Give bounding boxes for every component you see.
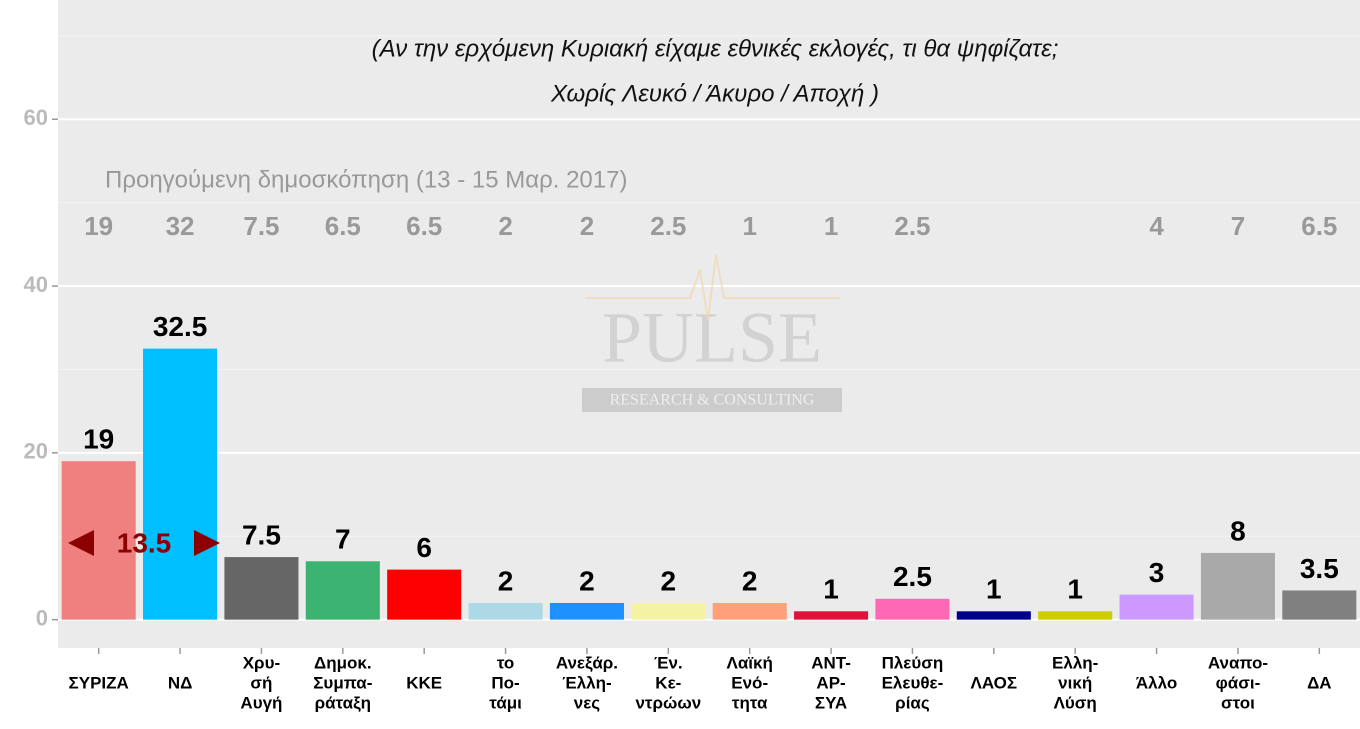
x-tick-label: το — [497, 653, 515, 672]
x-tick-label: Ανεξάρ. — [556, 653, 618, 672]
value-label: 2 — [742, 565, 758, 596]
value-label: 7 — [335, 524, 351, 555]
bar — [1282, 590, 1357, 620]
x-tick-label: ΣΥΡΙΖΑ — [69, 673, 129, 692]
value-label: 2.5 — [893, 561, 932, 592]
bar — [1119, 594, 1194, 620]
arrow-right — [194, 530, 220, 556]
previous-value: 7.5 — [243, 211, 279, 241]
x-tick-label: ΝΔ — [168, 673, 193, 692]
watermark-sub: RESEARCH & CONSULTING — [610, 392, 815, 409]
previous-value: 6.5 — [325, 211, 361, 241]
previous-value: 6.5 — [406, 211, 442, 241]
previous-value: 2 — [580, 211, 594, 241]
previous-value: 2.5 — [894, 211, 930, 241]
bar — [631, 602, 706, 620]
x-tick-label: Κε- — [655, 673, 681, 692]
bar — [224, 557, 299, 620]
bar — [875, 598, 950, 620]
x-tick-label: Έν. — [654, 653, 683, 672]
x-tick-label: ράταξη — [315, 693, 372, 712]
x-tick-label: σή — [250, 673, 272, 692]
x-tick-label: Αναπο- — [1208, 653, 1268, 672]
y-tick-label: 40 — [24, 272, 48, 297]
value-label: 3 — [1149, 557, 1165, 588]
x-tick-label: Χρυ- — [243, 653, 280, 672]
bar — [468, 602, 543, 620]
x-tick-label: ΣΥΑ — [815, 693, 847, 712]
bar — [1038, 611, 1113, 620]
value-label: 1 — [823, 574, 839, 605]
x-tick-label: ΚΚΕ — [406, 673, 442, 692]
x-tick-label: ΑΡ- — [816, 673, 845, 692]
x-tick-label: Έλλη- — [562, 673, 611, 692]
watermark-pulse — [585, 254, 840, 321]
x-tick-label: νες — [574, 693, 601, 712]
previous-value: 2 — [498, 211, 512, 241]
previous-value: 19 — [84, 211, 113, 241]
previous-label: Προηγούμενη δημοσκόπηση (13 - 15 Μαρ. 20… — [105, 166, 627, 193]
x-tick-label: Δημοκ. — [314, 653, 372, 672]
x-tick-label: Αυγή — [240, 693, 282, 712]
x-tick-label: ΑΝΤ- — [811, 653, 851, 672]
x-tick-label: Πο- — [491, 673, 519, 692]
x-tick-label: Λύση — [1054, 693, 1097, 712]
chart-title: (Αν την ερχόμενη Κυριακή είχαμε εθνικές … — [372, 35, 1059, 62]
previous-value: 7 — [1231, 211, 1245, 241]
previous-value: 6.5 — [1301, 211, 1337, 241]
bar — [712, 602, 787, 620]
previous-value: 32 — [166, 211, 195, 241]
value-label: 2 — [498, 565, 514, 596]
y-tick-label: 0 — [36, 605, 48, 630]
x-tick-label: στοι — [1221, 693, 1255, 712]
watermark-band — [582, 388, 842, 412]
previous-value: 2.5 — [650, 211, 686, 241]
x-tick-label: Λαϊκή — [726, 653, 772, 672]
x-tick-label: Συμπα- — [313, 673, 372, 692]
value-label: 2 — [661, 565, 677, 596]
bar — [387, 569, 462, 620]
value-label: 32.5 — [153, 311, 208, 342]
previous-value: 1 — [742, 211, 756, 241]
x-tick-label: τητα — [732, 693, 768, 712]
x-tick-label: Άλλο — [1136, 673, 1177, 692]
x-tick-label: ρίας — [895, 693, 930, 712]
previous-value: 4 — [1149, 211, 1164, 241]
x-tick-label: Ελευθε- — [882, 673, 944, 692]
value-label: 6 — [416, 532, 432, 563]
annotation: 13.5 — [117, 527, 172, 558]
value-label: 2 — [579, 565, 595, 596]
value-label: 19 — [83, 424, 114, 455]
value-label: 1 — [1067, 574, 1083, 605]
value-label: 7.5 — [242, 519, 281, 550]
bar — [956, 611, 1031, 620]
bar — [549, 602, 624, 620]
x-tick-label: ντρώων — [635, 693, 701, 712]
y-tick-label: 20 — [24, 439, 48, 464]
bar — [305, 561, 380, 620]
chart-title: Χωρίς Λευκό / Άκυρο / Αποχή ) — [550, 80, 879, 107]
previous-value: 1 — [824, 211, 838, 241]
arrow-left — [68, 530, 94, 556]
y-tick-label: 60 — [24, 105, 48, 130]
x-tick-label: ΔΑ — [1307, 673, 1332, 692]
bar — [143, 348, 218, 620]
x-tick-label: ΛΑΟΣ — [971, 673, 1018, 692]
x-tick-label: τάμι — [489, 693, 522, 712]
value-label: 1 — [986, 574, 1002, 605]
x-tick-label: Ελλη- — [1052, 653, 1098, 672]
plot-background — [58, 0, 1360, 648]
watermark: PULSE — [602, 298, 822, 378]
x-tick-label: Πλεύση — [882, 653, 944, 672]
bar — [794, 611, 869, 620]
bar — [1200, 552, 1275, 620]
x-tick-label: φάσι- — [1216, 673, 1261, 692]
x-tick-label: νική — [1058, 673, 1092, 692]
x-tick-label: Ενό- — [731, 673, 768, 692]
value-label: 8 — [1230, 515, 1246, 546]
value-label: 3.5 — [1300, 553, 1339, 584]
